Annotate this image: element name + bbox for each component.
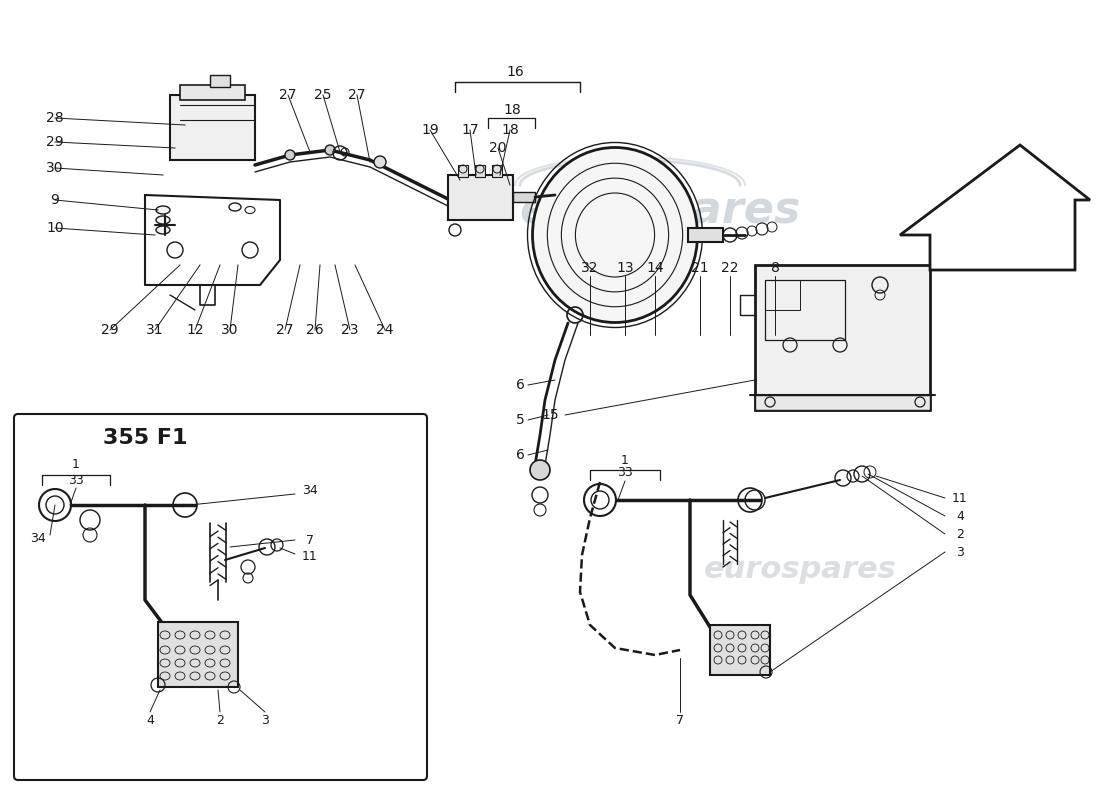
Text: 13: 13 bbox=[616, 261, 634, 275]
Text: 30: 30 bbox=[46, 161, 64, 175]
Bar bbox=[180, 85, 245, 100]
Circle shape bbox=[530, 460, 550, 480]
Text: 21: 21 bbox=[691, 261, 708, 275]
Text: 6: 6 bbox=[516, 448, 525, 462]
Text: eurospares: eurospares bbox=[174, 555, 366, 585]
Text: 34: 34 bbox=[30, 531, 46, 545]
Ellipse shape bbox=[532, 147, 697, 322]
Text: 27: 27 bbox=[276, 323, 294, 337]
Text: 28: 28 bbox=[46, 111, 64, 125]
Text: eurospares: eurospares bbox=[519, 189, 801, 231]
Text: 19: 19 bbox=[421, 123, 439, 137]
Text: 9: 9 bbox=[51, 193, 59, 207]
Ellipse shape bbox=[156, 216, 170, 224]
Text: 26: 26 bbox=[306, 323, 323, 337]
Text: 3: 3 bbox=[261, 714, 268, 726]
Text: 15: 15 bbox=[541, 408, 559, 422]
Bar bbox=[755, 395, 930, 410]
Circle shape bbox=[324, 145, 336, 155]
Bar bbox=[158, 622, 238, 687]
Text: 23: 23 bbox=[341, 323, 359, 337]
Polygon shape bbox=[900, 145, 1090, 270]
Text: 27: 27 bbox=[279, 88, 297, 102]
Bar bbox=[170, 95, 255, 160]
Bar bbox=[688, 228, 723, 242]
Text: 11: 11 bbox=[302, 550, 318, 563]
Text: 1: 1 bbox=[621, 454, 629, 466]
Ellipse shape bbox=[156, 226, 170, 234]
Text: 27: 27 bbox=[349, 88, 365, 102]
Bar bbox=[475, 165, 485, 177]
Text: 12: 12 bbox=[186, 323, 204, 337]
Text: 5: 5 bbox=[516, 413, 525, 427]
Bar bbox=[710, 625, 770, 675]
Text: 11: 11 bbox=[953, 491, 968, 505]
Bar bbox=[764, 280, 800, 310]
Text: 29: 29 bbox=[101, 323, 119, 337]
Text: 6: 6 bbox=[516, 378, 525, 392]
Text: 1: 1 bbox=[73, 458, 80, 471]
Bar bbox=[448, 175, 513, 220]
Text: 4: 4 bbox=[956, 510, 964, 522]
Bar bbox=[210, 75, 230, 87]
Bar bbox=[458, 165, 468, 177]
Text: 14: 14 bbox=[646, 261, 663, 275]
Text: 20: 20 bbox=[490, 141, 507, 155]
Text: 355 F1: 355 F1 bbox=[102, 428, 187, 448]
Text: 2: 2 bbox=[216, 714, 224, 726]
Text: 25: 25 bbox=[315, 88, 332, 102]
Text: 16: 16 bbox=[506, 65, 524, 79]
Text: 10: 10 bbox=[46, 221, 64, 235]
Bar bbox=[755, 265, 930, 410]
Text: 2: 2 bbox=[956, 527, 964, 541]
Circle shape bbox=[374, 156, 386, 168]
Bar bbox=[513, 192, 535, 202]
Text: 7: 7 bbox=[676, 714, 684, 726]
Text: 29: 29 bbox=[46, 135, 64, 149]
Text: 18: 18 bbox=[502, 123, 519, 137]
Text: 24: 24 bbox=[376, 323, 394, 337]
Text: 7: 7 bbox=[306, 534, 313, 546]
Bar bbox=[764, 280, 845, 340]
Bar bbox=[492, 165, 502, 177]
Circle shape bbox=[584, 484, 616, 516]
Text: 31: 31 bbox=[146, 323, 164, 337]
Text: 33: 33 bbox=[617, 466, 632, 479]
Text: eurospares: eurospares bbox=[704, 555, 896, 585]
Text: 4: 4 bbox=[146, 714, 154, 726]
Text: 32: 32 bbox=[581, 261, 598, 275]
Text: 22: 22 bbox=[722, 261, 739, 275]
Text: 18: 18 bbox=[503, 103, 521, 117]
Circle shape bbox=[285, 150, 295, 160]
Ellipse shape bbox=[156, 206, 170, 214]
Text: 30: 30 bbox=[221, 323, 239, 337]
Text: 3: 3 bbox=[956, 546, 964, 558]
Circle shape bbox=[39, 489, 72, 521]
Text: 33: 33 bbox=[68, 474, 84, 486]
FancyBboxPatch shape bbox=[14, 414, 427, 780]
Text: 34: 34 bbox=[302, 483, 318, 497]
Text: 17: 17 bbox=[461, 123, 478, 137]
Text: 8: 8 bbox=[771, 261, 780, 275]
